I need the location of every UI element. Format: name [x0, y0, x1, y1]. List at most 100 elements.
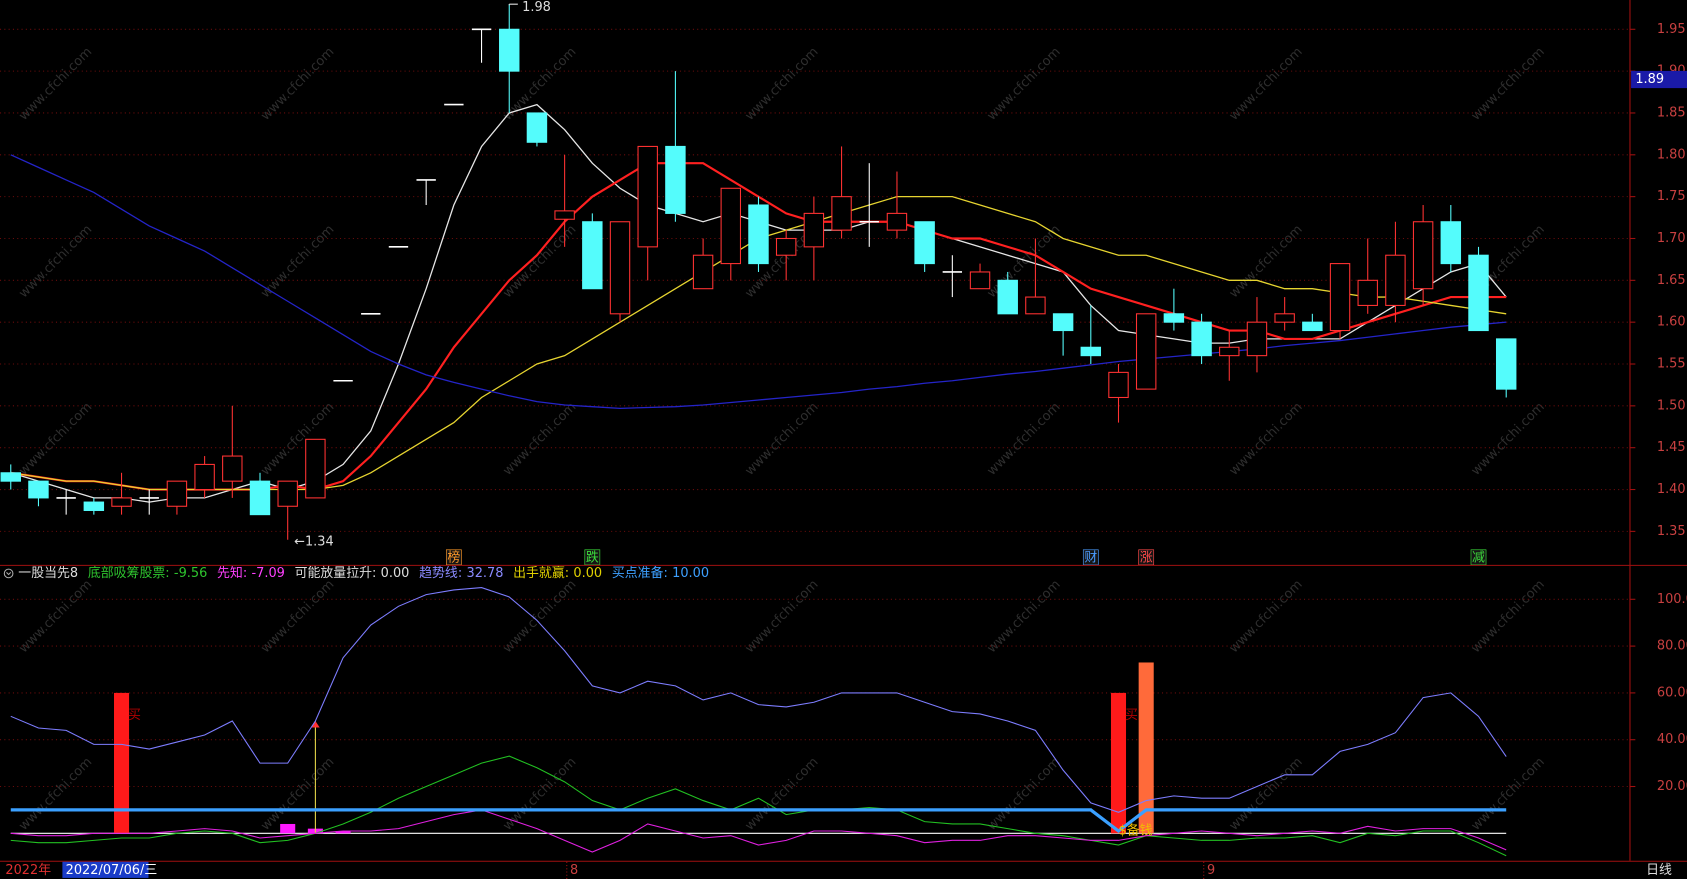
candle-body	[1025, 296, 1046, 315]
candle-body	[1191, 321, 1212, 357]
indicator-bar	[335, 830, 351, 834]
y-tick-label: 100.00	[1657, 592, 1687, 607]
candle-body	[582, 221, 603, 290]
candle-body	[1219, 346, 1240, 357]
high-label: 1.98	[522, 0, 551, 15]
candle-body	[803, 212, 825, 248]
candle-body	[194, 463, 215, 491]
legend-value: -9.56	[174, 566, 207, 581]
legend-name: 买点准备:	[612, 565, 668, 581]
candle-body	[222, 455, 243, 482]
candle-body	[1302, 321, 1323, 332]
y-tick-label: 1.75	[1657, 189, 1686, 204]
legend-value: 0.00	[381, 566, 410, 581]
y-tick-label: 40.00	[1657, 732, 1687, 747]
y-tick-label: 20.00	[1657, 779, 1687, 794]
x-tick-label: 9	[1207, 863, 1215, 878]
candle-body	[0, 472, 21, 482]
candle-body	[1052, 313, 1074, 332]
event-label: 榜	[447, 549, 460, 565]
y-tick-label: 1.95	[1657, 22, 1686, 37]
candle-body	[83, 501, 105, 511]
candle-body	[1274, 313, 1295, 323]
date-box	[62, 861, 149, 878]
legend-name: 出手就赢:	[513, 565, 569, 581]
date-label: 2022/07/06/三	[66, 863, 158, 878]
candle-body	[1440, 221, 1462, 265]
y-tick-label: 1.85	[1657, 105, 1686, 120]
candle-body	[526, 112, 548, 143]
candle-body	[748, 204, 769, 265]
signal-label: $备钱	[1118, 822, 1152, 838]
indicator-bar	[1110, 692, 1127, 834]
x-tick-label: 8	[570, 863, 578, 878]
event-label: 涨	[1140, 550, 1153, 565]
y-tick-label: 1.40	[1657, 482, 1686, 497]
indicator-line	[10, 808, 1507, 834]
indicator-title: 一股当先8	[18, 566, 78, 581]
candle-body	[637, 145, 658, 248]
candle-body	[886, 212, 908, 231]
high-pointer	[508, 3, 518, 6]
candle-body	[1246, 321, 1268, 357]
indicator-line	[10, 809, 1507, 853]
event-label: 减	[1472, 550, 1485, 565]
candle-body	[277, 480, 298, 507]
candle-body	[1329, 263, 1351, 332]
indicator-bar	[1138, 662, 1154, 834]
indicator-line	[10, 755, 1507, 857]
candle-body	[775, 237, 797, 256]
legend-name: 先知:	[217, 566, 247, 581]
legend-value: -7.09	[251, 566, 284, 581]
candle-body	[914, 221, 935, 265]
y-tick-label: 1.35	[1657, 524, 1686, 539]
signal-label: 买	[128, 708, 141, 723]
candle-body	[1163, 313, 1185, 323]
signal-label: 买	[1125, 708, 1138, 723]
y-tick-label: 1.50	[1657, 398, 1686, 413]
candle-body	[111, 497, 132, 507]
candle-body	[692, 254, 714, 290]
low-label: ←1.34	[294, 534, 334, 549]
year-label: 2022年	[5, 863, 51, 878]
y-tick-label: 80.00	[1657, 639, 1687, 654]
candle-body	[1135, 313, 1157, 390]
candle-body	[166, 480, 188, 507]
y-tick-label: 1.65	[1657, 273, 1686, 288]
candle-body	[28, 480, 49, 499]
candle-body	[1495, 338, 1517, 390]
legend-name: 可能放量拉升:	[295, 566, 377, 581]
y-tick-label: 1.80	[1657, 147, 1686, 162]
collapse-icon	[3, 568, 14, 579]
signal-arrow	[311, 720, 320, 728]
candle-body	[665, 145, 686, 214]
candle-body	[997, 279, 1018, 315]
candle-body	[1080, 346, 1102, 357]
period-label: 日线	[1646, 863, 1672, 878]
y-tick-label: 1.60	[1657, 315, 1686, 330]
candle-body	[609, 221, 631, 315]
candle-body	[305, 438, 326, 499]
candle-body	[554, 210, 575, 220]
candle-body	[720, 187, 742, 265]
candle-body	[249, 480, 271, 516]
y-tick-label: 60.00	[1657, 685, 1687, 700]
collapse-chevron	[6, 571, 12, 576]
legend-value: 0.00	[573, 566, 602, 581]
candle-body	[1385, 254, 1406, 306]
legend-value: 32.78	[466, 566, 503, 581]
indicator-bar	[280, 823, 296, 834]
y-tick-label: 1.45	[1657, 440, 1686, 455]
indicator-line	[10, 587, 1507, 813]
candle-body	[1108, 371, 1129, 399]
candle-body	[969, 271, 991, 290]
y-tick-label: 1.70	[1657, 231, 1686, 246]
candle-body	[1412, 221, 1434, 290]
y-tick-label: 1.55	[1657, 357, 1686, 372]
candle-body	[831, 196, 852, 231]
event-label: 财	[1084, 550, 1097, 565]
